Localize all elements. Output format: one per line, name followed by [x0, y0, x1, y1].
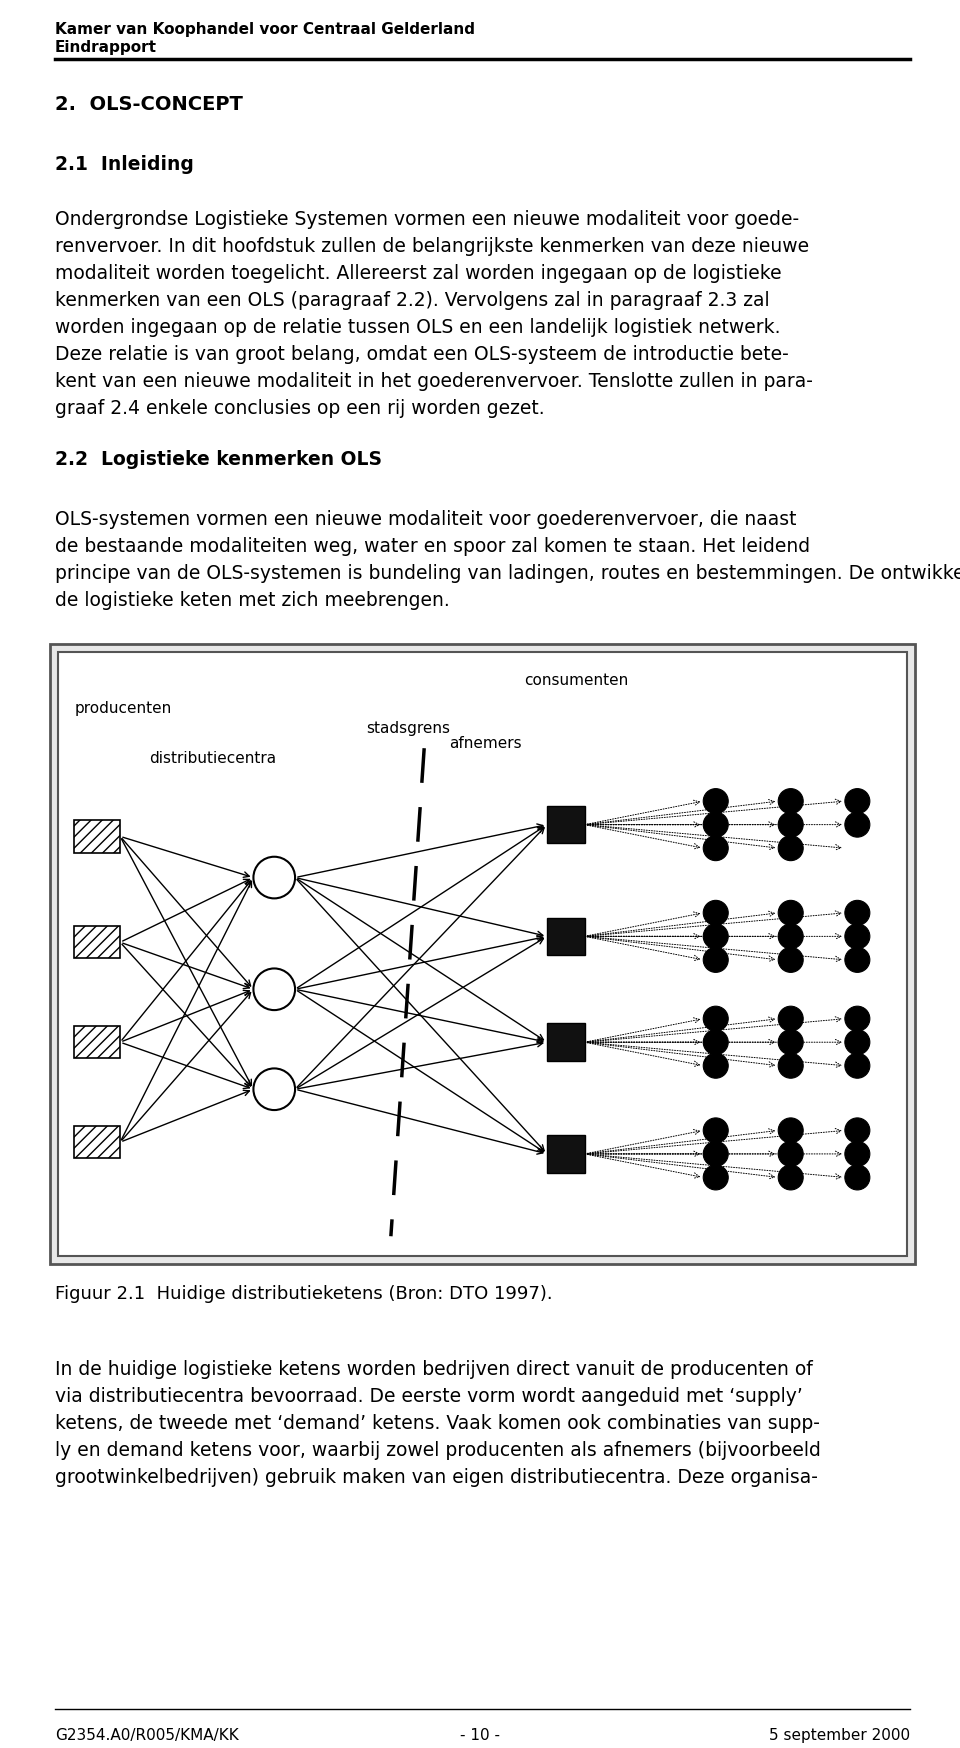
Circle shape	[845, 947, 870, 974]
Circle shape	[704, 947, 729, 974]
Text: renvervoer. In dit hoofdstuk zullen de belangrijkste kenmerken van deze nieuwe: renvervoer. In dit hoofdstuk zullen de b…	[55, 238, 809, 255]
Circle shape	[845, 788, 870, 815]
Bar	[58, 652, 907, 1257]
Circle shape	[779, 1166, 804, 1190]
Circle shape	[845, 900, 870, 926]
Text: grootwinkelbedrijven) gebruik maken van eigen distributiecentra. Deze organisa-: grootwinkelbedrijven) gebruik maken van …	[55, 1467, 818, 1486]
Circle shape	[704, 788, 729, 815]
Bar	[74, 822, 120, 853]
Circle shape	[253, 857, 295, 898]
Circle shape	[779, 1030, 804, 1056]
Text: Eindrapport: Eindrapport	[55, 40, 157, 54]
Bar	[547, 806, 585, 844]
Circle shape	[779, 813, 804, 837]
Text: OLS-systemen vormen een nieuwe modaliteit voor goederenvervoer, die naast: OLS-systemen vormen een nieuwe modalitei…	[55, 510, 797, 528]
Bar	[547, 1136, 585, 1173]
Circle shape	[845, 1007, 870, 1031]
Circle shape	[845, 1030, 870, 1056]
Bar	[547, 918, 585, 956]
Text: graaf 2.4 enkele conclusies op een rij worden gezet.: graaf 2.4 enkele conclusies op een rij w…	[55, 399, 544, 418]
Circle shape	[779, 788, 804, 815]
Circle shape	[704, 1119, 729, 1143]
Circle shape	[704, 1030, 729, 1056]
Text: consumenten: consumenten	[524, 673, 629, 687]
Text: Deze relatie is van groot belang, omdat een OLS-systeem de introductie bete-: Deze relatie is van groot belang, omdat …	[55, 344, 789, 364]
Circle shape	[704, 1166, 729, 1190]
Text: principe van de OLS-systemen is bundeling van ladingen, routes en bestemmingen. : principe van de OLS-systemen is bundelin…	[55, 563, 960, 582]
Bar	[50, 645, 915, 1264]
Bar	[547, 1024, 585, 1061]
Circle shape	[779, 900, 804, 926]
Text: 2.  OLS-CONCEPT: 2. OLS-CONCEPT	[55, 94, 243, 114]
Text: ketens, de tweede met ‘demand’ ketens. Vaak komen ook combinaties van supp-: ketens, de tweede met ‘demand’ ketens. V…	[55, 1412, 820, 1432]
Text: via distributiecentra bevoorraad. De eerste vorm wordt aangeduid met ‘supply’: via distributiecentra bevoorraad. De eer…	[55, 1386, 803, 1405]
Circle shape	[845, 1054, 870, 1079]
Text: stadsgrens: stadsgrens	[366, 720, 450, 736]
Circle shape	[845, 1166, 870, 1190]
Text: Ondergrondse Logistieke Systemen vormen een nieuwe modaliteit voor goede-: Ondergrondse Logistieke Systemen vormen …	[55, 210, 799, 229]
Text: worden ingegaan op de relatie tussen OLS en een landelijk logistiek netwerk.: worden ingegaan op de relatie tussen OLS…	[55, 318, 780, 337]
Bar	[74, 926, 120, 960]
Circle shape	[845, 1119, 870, 1143]
Text: kenmerken van een OLS (paragraaf 2.2). Vervolgens zal in paragraaf 2.3 zal: kenmerken van een OLS (paragraaf 2.2). V…	[55, 290, 770, 309]
Circle shape	[704, 1007, 729, 1031]
Text: Kamer van Koophandel voor Centraal Gelderland: Kamer van Koophandel voor Centraal Gelde…	[55, 23, 475, 37]
Circle shape	[845, 813, 870, 837]
Bar	[74, 1026, 120, 1059]
Circle shape	[779, 1007, 804, 1031]
Text: Figuur 2.1  Huidige distributieketens (Bron: DTO 1997).: Figuur 2.1 Huidige distributieketens (Br…	[55, 1285, 553, 1302]
Circle shape	[779, 1054, 804, 1079]
Circle shape	[704, 836, 729, 862]
Text: 2.1  Inleiding: 2.1 Inleiding	[55, 156, 194, 173]
Circle shape	[845, 1141, 870, 1166]
Text: G2354.A0/R005/KMA/KK: G2354.A0/R005/KMA/KK	[55, 1727, 239, 1743]
Text: In de huidige logistieke ketens worden bedrijven direct vanuit de producenten of: In de huidige logistieke ketens worden b…	[55, 1360, 813, 1377]
Text: de logistieke keten met zich meebrengen.: de logistieke keten met zich meebrengen.	[55, 591, 449, 610]
Text: modaliteit worden toegelicht. Allereerst zal worden ingegaan op de logistieke: modaliteit worden toegelicht. Allereerst…	[55, 264, 781, 283]
Circle shape	[779, 947, 804, 974]
Circle shape	[253, 1068, 295, 1110]
Text: 2.2  Logistieke kenmerken OLS: 2.2 Logistieke kenmerken OLS	[55, 449, 382, 468]
Circle shape	[704, 1141, 729, 1166]
Circle shape	[704, 900, 729, 926]
Bar	[74, 1126, 120, 1159]
Text: ly en demand ketens voor, waarbij zowel producenten als afnemers (bijvoorbeeld: ly en demand ketens voor, waarbij zowel …	[55, 1440, 821, 1460]
Circle shape	[779, 1119, 804, 1143]
Text: - 10 -: - 10 -	[460, 1727, 500, 1743]
Circle shape	[779, 1141, 804, 1166]
Circle shape	[779, 925, 804, 949]
Text: 5 september 2000: 5 september 2000	[769, 1727, 910, 1743]
Circle shape	[845, 925, 870, 949]
Text: distributiecentra: distributiecentra	[150, 750, 276, 766]
Circle shape	[704, 1054, 729, 1079]
Text: de bestaande modaliteiten weg, water en spoor zal komen te staan. Het leidend: de bestaande modaliteiten weg, water en …	[55, 537, 810, 556]
Text: afnemers: afnemers	[449, 736, 522, 750]
Circle shape	[253, 968, 295, 1010]
Circle shape	[704, 925, 729, 949]
Text: kent van een nieuwe modaliteit in het goederenvervoer. Tenslotte zullen in para-: kent van een nieuwe modaliteit in het go…	[55, 372, 813, 392]
Circle shape	[779, 836, 804, 862]
Circle shape	[704, 813, 729, 837]
Text: producenten: producenten	[74, 701, 172, 715]
